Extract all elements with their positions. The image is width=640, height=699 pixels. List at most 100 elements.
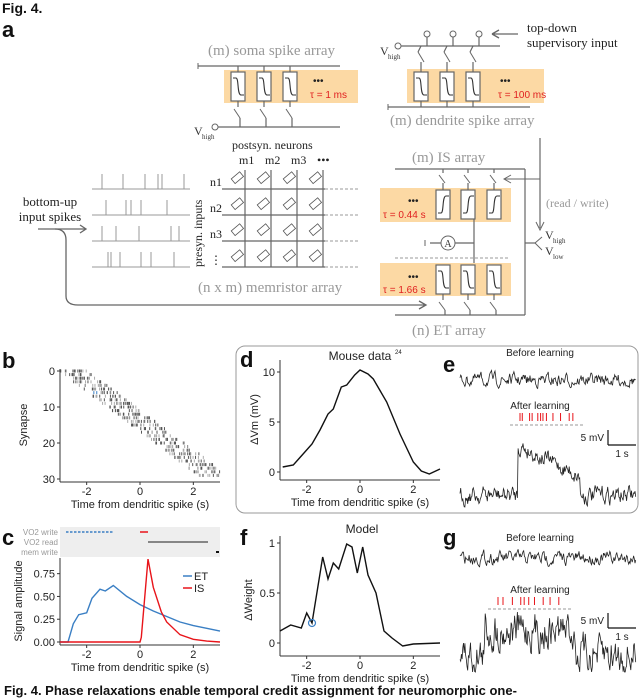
marker-circle [307,618,317,628]
arrow-icon [38,224,88,234]
presyn-input-label: n1 [210,175,222,189]
x-tick-label: 2 [410,484,416,496]
is-tau: τ = 0.44 s [383,210,426,221]
switch-icon [443,51,451,63]
rw-vlow-sub: low [553,253,564,261]
switch-icon [417,51,425,63]
top-down-label: supervisory input [527,35,618,50]
ammeter-label: A [444,239,452,250]
memristor-icon [256,171,271,185]
postsyn-neuron-label: m1 [239,153,254,167]
switch-icon [438,301,446,311]
switch-icon [463,174,471,184]
x-tick-label: 0 [137,649,143,661]
memristor-icon [230,171,245,185]
y-tick-label: 0 [269,638,275,650]
panel-f-model: -2 0 2 0 0.5 1 Time from dendritic spike (s) ΔW… [243,536,441,685]
y-axis-label: Signal amplitude [13,560,25,641]
x-tick-label: -2 [302,660,312,672]
arrow-icon [491,29,518,39]
switch-icon [259,108,267,119]
postsyn-neuron-label: m2 [265,153,280,167]
figure-caption: Fig. 4. Phase relaxations enable tempora… [4,683,517,698]
panel-b-label: b [2,348,15,373]
sigmoid-icon [442,77,453,96]
sigmoid-icon [285,77,296,96]
sigmoid-icon [438,270,449,289]
y-tick-label: 0.25 [34,614,55,626]
dots: ••• [408,272,419,283]
x-tick-label: 2 [190,649,196,661]
legend-label: IS [194,583,204,595]
sigmoid-icon [489,270,500,289]
postsyn-neuron-label: m3 [291,153,306,167]
x-axis-label: Time from dendritic spike (s) [291,497,429,509]
memristor-icon [282,197,297,211]
y-axis-label: ΔVm (mV) [249,394,261,445]
panel-f-label: f [240,525,248,550]
switch-icon [534,242,543,251]
x-tick-label: -2 [82,649,92,661]
memristor-icon [282,249,297,263]
rw-vlow: V [545,244,554,258]
sigmoid-icon [468,77,479,96]
sigmoid-icon [416,77,427,96]
dendrite-vhigh: V [380,44,389,58]
rw-vhigh: V [545,228,554,242]
panel-d-mouse: -2 0 2 0 5 10 Time from dendritic spike (s) ΔVm… [249,360,441,509]
x-tick-label: -2 [82,486,92,498]
sigmoid-icon [463,195,474,214]
y-tick-label: 20 [43,438,55,450]
memristor-icon [256,223,271,237]
scale-time-label: 1 s [615,632,628,643]
before-learning-trace [459,549,637,568]
soma-vhigh-sub: high [202,133,215,141]
y-tick-label: 1 [269,538,275,550]
event-row-label: VO2 write [23,528,59,537]
switch-icon [233,108,241,119]
presyn-input-label: n2 [210,201,222,215]
postsyn-label: postsyn. neurons [232,138,313,152]
figure-label: Fig. 4. [2,0,42,16]
switch-icon [469,51,477,63]
soma-array-label: (m) soma spike array [208,43,336,59]
memristor-icon [282,223,297,237]
before-learning-trace [459,369,636,390]
before-learning-label: Before learning [506,348,574,359]
x-tick-label: 0 [137,486,143,498]
panel-g-label: g [443,525,456,550]
y-axis-label: Synapse [18,404,30,447]
et-tau: τ = 1.66 s [383,285,426,296]
x-axis-label: Time from dendritic spike (s) [291,673,429,685]
terminal-icon [394,42,402,50]
panel-c-label: c [2,525,14,550]
dendrite-tau: τ = 100 ms [498,90,546,101]
memristor-icon [308,223,323,237]
event-row-label: mem write [21,548,58,557]
sigmoid-icon [489,195,500,214]
panel-d-citation: 24 [395,350,402,356]
wire [417,45,422,53]
dendrite-vhigh-sub: high [388,53,401,61]
wire [469,45,474,53]
switch-icon [534,236,543,244]
sigmoid-icon [233,77,244,96]
switch-icon [438,174,446,184]
arrow-icon [535,221,545,232]
event-row-label: VO2 read [24,538,58,547]
panel-d-title: Mouse data [329,349,392,363]
y-tick-label: 5 [269,417,275,429]
y-tick-label: 0 [49,366,55,378]
sigmoid-icon [438,195,449,214]
x-tick-label: 2 [190,486,196,498]
mouse-curve [282,369,441,475]
y-axis-label: ΔWeight [243,579,255,620]
after-learning-trace [459,443,637,508]
dots: ••• [408,196,419,207]
scale-voltage-label: 5 mV [581,433,605,444]
after-learning-label: After learning [510,401,569,412]
mouse-data-frame [235,345,639,514]
memristor-icon [256,197,271,211]
before-learning-label: Before learning [506,533,574,544]
switch-icon [463,301,471,311]
